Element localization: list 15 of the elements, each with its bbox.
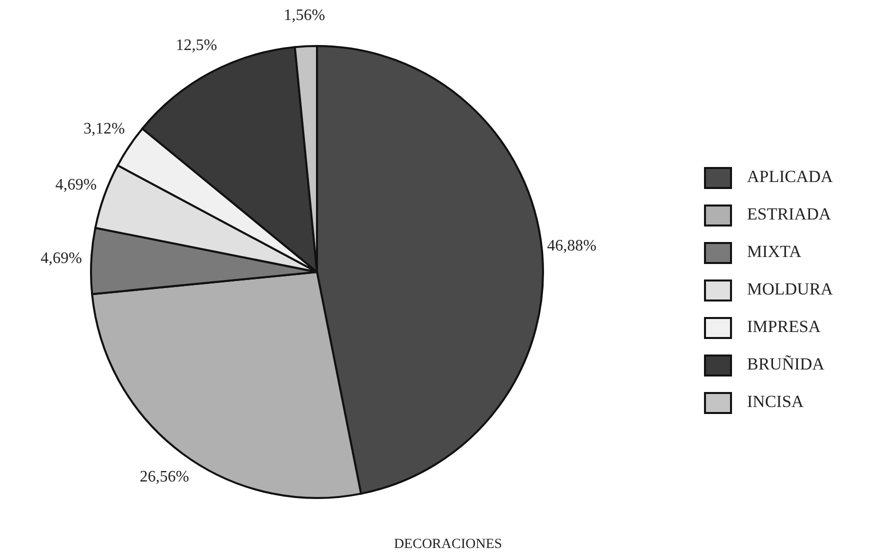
text: DECORACIONES — [394, 537, 502, 552]
legend-label: APLICADA — [747, 166, 834, 186]
legend-label: MOLDURA — [747, 279, 834, 298]
data-label: 1,56% — [284, 6, 326, 24]
legend-label: MIXTA — [747, 242, 802, 261]
data-label: 12,5% — [176, 36, 218, 54]
legend-label: ESTRIADA — [747, 204, 832, 224]
legend-label: INCISA — [747, 392, 804, 411]
data-label: 3,12% — [84, 120, 125, 138]
legend-label: BRUÑIDA — [747, 354, 826, 374]
data-label: 46,88% — [547, 238, 596, 255]
data-label: 26,56% — [140, 468, 190, 486]
data-label: 4,69% — [55, 176, 97, 194]
data-label: 4,69% — [40, 250, 82, 268]
legend-label: IMPRESA — [747, 316, 822, 336]
